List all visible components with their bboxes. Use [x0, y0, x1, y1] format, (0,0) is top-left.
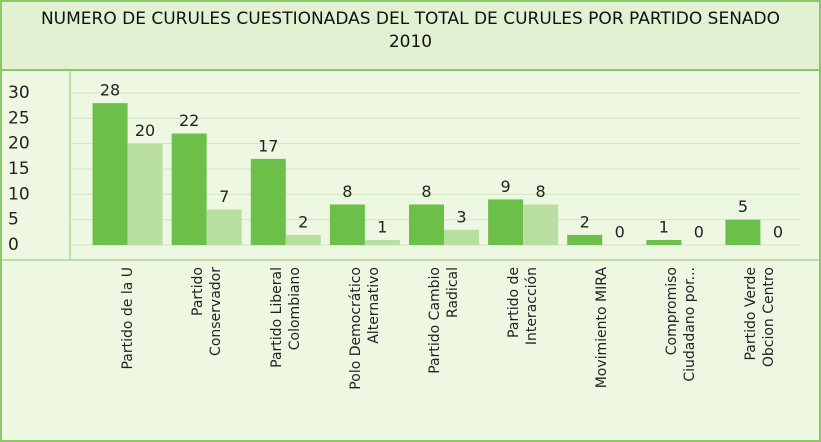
data-label: 0 [773, 223, 783, 242]
chart-title: NUMERO DE CURULES CUESTIONADAS DEL TOTAL… [40, 9, 781, 52]
bar [488, 199, 524, 245]
data-label: 3 [456, 207, 466, 226]
bar [206, 209, 242, 245]
data-label: 17 [258, 136, 278, 155]
y-tick-label: 30 [8, 83, 30, 103]
bar [523, 204, 559, 245]
data-label: 28 [100, 81, 120, 100]
bar [250, 158, 286, 245]
x-tick-label: Polo Democrático Alternativo [347, 267, 382, 390]
data-label: 7 [219, 187, 229, 206]
data-label: 22 [179, 111, 199, 130]
bar [127, 143, 163, 245]
bar [329, 204, 365, 245]
data-label: 0 [694, 223, 704, 242]
data-label: 2 [580, 212, 590, 231]
data-label: 5 [738, 197, 748, 216]
bar [725, 219, 761, 245]
y-tick-label: 15 [8, 159, 30, 179]
bar [92, 103, 128, 245]
data-label: 20 [135, 121, 155, 140]
x-tick-label: Compromiso Ciudadano por... [664, 267, 699, 382]
x-tick-label: Partido de Interacción [506, 267, 541, 346]
data-label: 2 [298, 212, 308, 231]
data-label: 8 [536, 182, 546, 201]
x-tick-label: Partido Cambio Radical [427, 267, 461, 374]
y-tick-label: 10 [8, 184, 30, 204]
y-tick-label: 0 [8, 235, 19, 255]
x-tick-label: Partido de la U [119, 267, 136, 370]
bar [646, 239, 682, 245]
x-tick-label: Partido Conservador [189, 267, 224, 356]
x-tick-label: Partido Verde Obcion Centro [743, 267, 778, 368]
title-box [0, 0, 821, 71]
data-label: 1 [659, 217, 669, 236]
data-label: 1 [377, 217, 387, 236]
x-tick-label: Movimiento MIRA [594, 267, 611, 389]
x-tick-label: Partido Liberal Colombiano [268, 267, 303, 368]
data-label: 0 [615, 223, 625, 242]
y-tick-label: 25 [8, 108, 30, 128]
bar [444, 229, 479, 245]
bar [567, 234, 603, 245]
y-tick-label: 5 [8, 210, 19, 230]
bar [285, 234, 321, 245]
data-label: 9 [501, 177, 511, 196]
data-label: 8 [342, 182, 352, 201]
y-tick-label: 20 [8, 134, 30, 154]
data-label: 8 [421, 182, 431, 201]
bar [364, 239, 400, 245]
bar [409, 204, 444, 245]
bar [171, 133, 207, 245]
